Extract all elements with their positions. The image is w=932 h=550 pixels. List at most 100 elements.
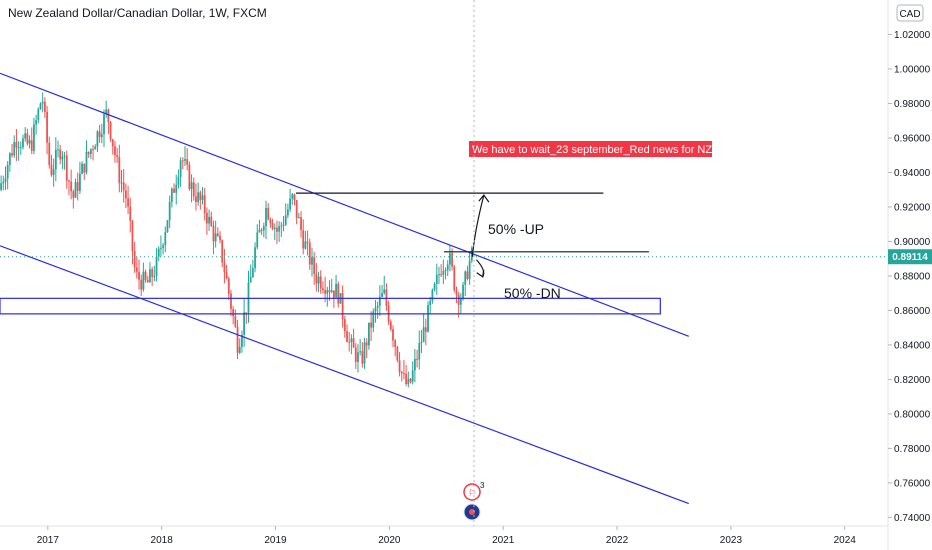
candle xyxy=(26,128,29,146)
candle xyxy=(65,150,68,189)
candle xyxy=(11,144,13,158)
candle xyxy=(151,266,154,286)
candle xyxy=(335,274,337,298)
candle xyxy=(168,195,171,229)
candle xyxy=(302,219,305,255)
candle xyxy=(262,222,265,238)
candle xyxy=(243,299,246,347)
candle xyxy=(107,108,110,135)
candle xyxy=(170,187,173,208)
candle xyxy=(258,219,261,233)
x-tick-label: 2023 xyxy=(720,535,743,546)
candle xyxy=(418,330,421,370)
arrow-up-icon xyxy=(471,195,485,257)
arrow-down-head-icon xyxy=(476,269,485,278)
y-tick-label: 0.82000 xyxy=(894,375,931,386)
x-tick-label: 2019 xyxy=(264,535,287,546)
candle xyxy=(186,148,189,171)
candle xyxy=(341,285,344,328)
currency-badge[interactable]: CAD xyxy=(899,9,920,20)
candle xyxy=(109,121,112,142)
candle xyxy=(79,161,81,195)
candle xyxy=(407,371,410,388)
economic-event-icon[interactable]: ⚐ 3 xyxy=(463,481,485,501)
currency-badge-bg[interactable] xyxy=(896,4,924,22)
candle xyxy=(214,220,217,248)
channel-upper-line[interactable] xyxy=(0,72,689,337)
event-circle-icon[interactable] xyxy=(463,483,481,501)
candle xyxy=(92,145,94,161)
x-tick-label: 2020 xyxy=(378,535,401,546)
candle xyxy=(153,265,156,282)
candle xyxy=(144,269,147,283)
candle xyxy=(210,211,213,228)
candle xyxy=(359,338,362,356)
candle xyxy=(291,192,294,205)
candle xyxy=(313,251,316,285)
candle xyxy=(197,182,200,206)
candle xyxy=(319,270,322,294)
annotation-down: 50% -DN xyxy=(504,285,561,301)
candle xyxy=(133,242,136,273)
candle xyxy=(122,169,125,203)
y-tick-label: 1.02000 xyxy=(894,30,931,41)
y-tick-label: 0.80000 xyxy=(894,409,931,420)
candle xyxy=(72,189,75,209)
candle xyxy=(431,288,434,304)
x-tick-label: 2022 xyxy=(606,535,629,546)
candle xyxy=(251,259,254,278)
candle xyxy=(435,263,438,296)
candle xyxy=(269,217,272,228)
candle xyxy=(280,221,283,237)
candle xyxy=(173,183,175,194)
candle xyxy=(304,230,307,250)
candle xyxy=(403,360,405,380)
candle xyxy=(140,274,143,296)
candle xyxy=(138,259,140,290)
candle xyxy=(160,235,162,257)
candle xyxy=(94,144,97,150)
candle xyxy=(350,334,353,355)
candle xyxy=(256,224,259,250)
x-axis-ticks: 2017 2018 2019 2020 2021 2022 2023 2024 xyxy=(37,526,856,546)
candle xyxy=(273,223,276,241)
candle xyxy=(361,341,364,368)
nz-flag-icon[interactable] xyxy=(463,503,481,521)
support-zone-box[interactable] xyxy=(0,297,661,315)
candle xyxy=(199,190,202,210)
candle xyxy=(85,140,88,175)
x-tick-label: 2021 xyxy=(492,535,515,546)
candle xyxy=(306,230,309,256)
candle xyxy=(81,161,84,175)
candle xyxy=(127,185,129,215)
candle xyxy=(89,148,92,159)
candle xyxy=(135,256,138,279)
news-note: We have to wait_23 september_Red news fo… xyxy=(472,144,720,156)
candle xyxy=(232,306,235,325)
channel-lower-line[interactable] xyxy=(0,245,689,505)
candle xyxy=(46,105,48,155)
candle xyxy=(372,308,375,333)
candle xyxy=(68,179,70,196)
candle xyxy=(271,218,274,231)
candle xyxy=(326,286,329,307)
candle xyxy=(315,263,318,292)
candle xyxy=(378,285,381,316)
candle xyxy=(87,151,90,158)
candle xyxy=(4,166,7,190)
candle xyxy=(438,266,440,285)
candle xyxy=(267,203,270,221)
candle xyxy=(433,282,436,292)
candle xyxy=(129,197,132,233)
y-tick-label: 0.92000 xyxy=(894,202,931,213)
chart-title: New Zealand Dollar/Canadian Dollar, 1W, … xyxy=(8,6,267,20)
candle xyxy=(300,211,302,238)
candle xyxy=(2,175,5,191)
annotation-up: 50% -UP xyxy=(488,221,544,237)
candle xyxy=(221,239,224,268)
candle xyxy=(43,97,46,118)
candle xyxy=(308,238,311,270)
candle xyxy=(348,332,351,352)
candle xyxy=(376,301,379,319)
